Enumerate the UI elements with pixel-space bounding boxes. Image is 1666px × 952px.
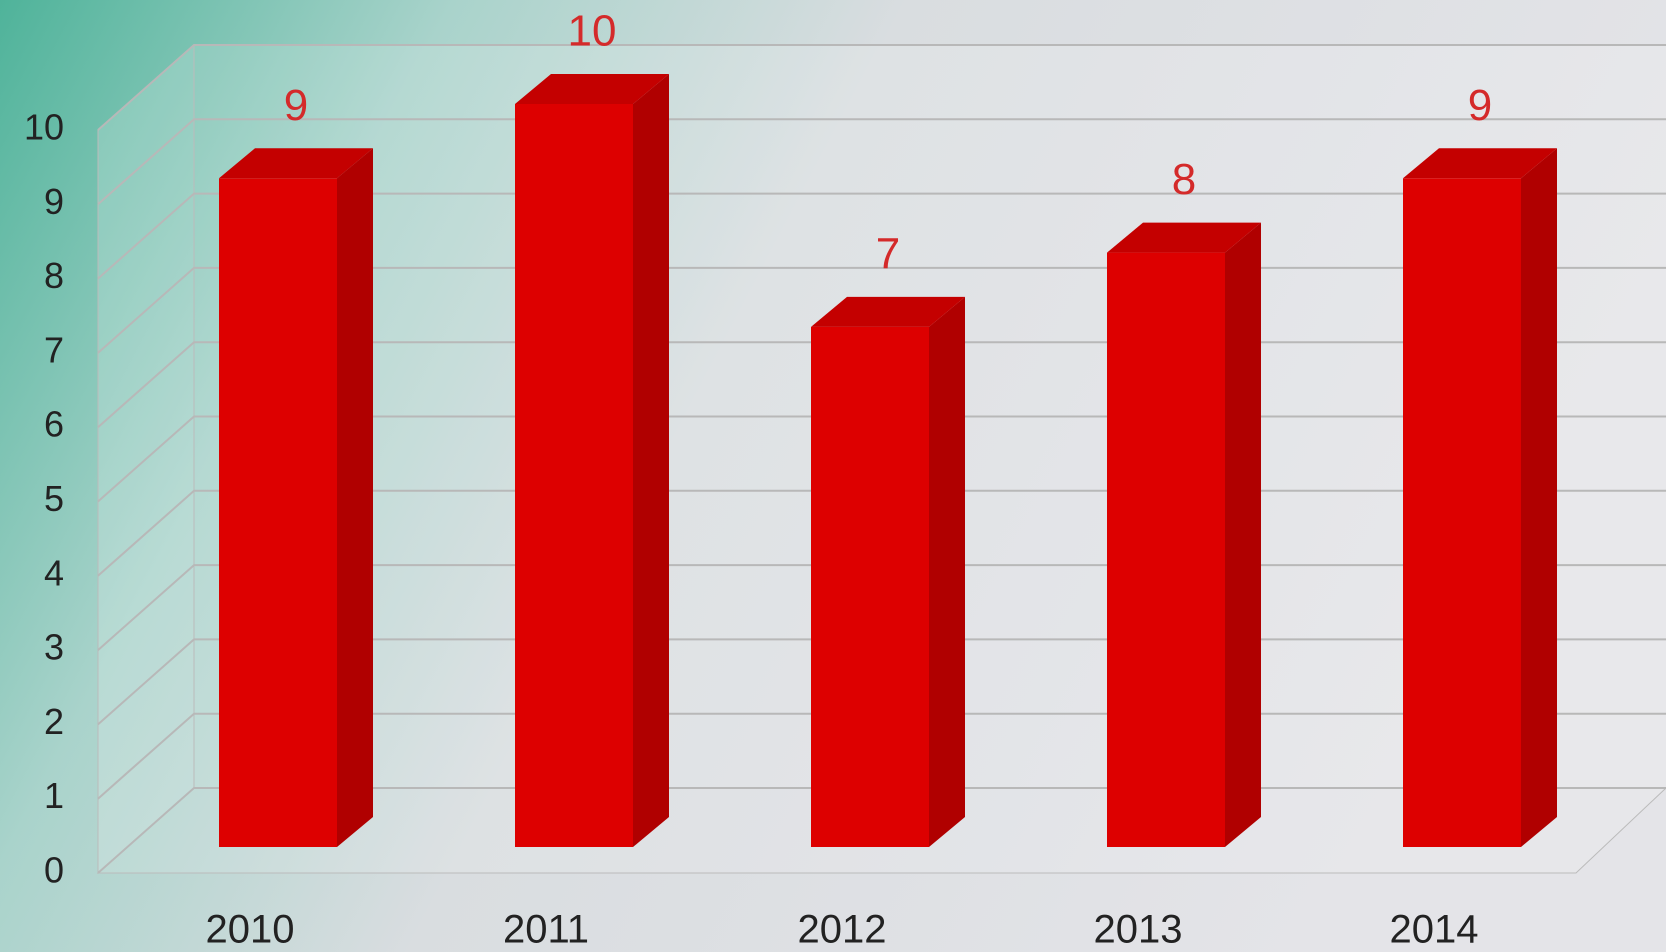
bar bbox=[811, 326, 929, 847]
bar-group bbox=[515, 74, 669, 847]
y-tick-label: 8 bbox=[44, 255, 64, 296]
value-label: 7 bbox=[876, 230, 900, 279]
plot-area: 0 1 2 3 4 5 6 7 8 9 10 2010 9 2011 10 2012 7 2013 8 2014 9 bbox=[24, 7, 1666, 952]
bar-side bbox=[1521, 148, 1557, 848]
bar-side bbox=[337, 148, 373, 848]
bar-group bbox=[1403, 148, 1557, 848]
y-tick-label: 3 bbox=[44, 627, 64, 668]
bar bbox=[1107, 252, 1225, 848]
value-label: 9 bbox=[1468, 81, 1492, 130]
x-tick-label: 2011 bbox=[503, 908, 589, 952]
x-tick-label: 2014 bbox=[1390, 908, 1479, 952]
bar bbox=[515, 104, 633, 847]
x-tick-label: 2013 bbox=[1094, 908, 1183, 952]
y-tick-label: 0 bbox=[44, 850, 64, 891]
y-tick-label: 6 bbox=[44, 404, 64, 445]
x-tick-label: 2012 bbox=[798, 908, 887, 952]
bar-top bbox=[219, 148, 373, 179]
bar-group bbox=[811, 296, 965, 847]
y-tick-label: 1 bbox=[44, 775, 64, 816]
bar-top bbox=[1107, 222, 1261, 253]
y-tick-label: 5 bbox=[44, 478, 64, 519]
x-tick-label: 2010 bbox=[206, 908, 295, 952]
y-tick-label: 9 bbox=[44, 181, 64, 222]
bar-top bbox=[811, 296, 965, 327]
bar-group bbox=[219, 148, 373, 848]
grid-line bbox=[97, 192, 1666, 280]
value-label: 8 bbox=[1172, 155, 1196, 204]
bar-side bbox=[1225, 222, 1261, 848]
grid-line bbox=[97, 118, 1666, 206]
grid-line bbox=[97, 44, 1666, 131]
bar-side bbox=[633, 74, 669, 847]
y-tick-label: 7 bbox=[44, 329, 64, 370]
bar-top bbox=[1403, 148, 1557, 179]
y-tick-label: 2 bbox=[44, 701, 64, 742]
bar-side bbox=[929, 296, 965, 847]
bar bbox=[1403, 178, 1521, 848]
bar-group bbox=[1107, 222, 1261, 848]
bar-top bbox=[515, 74, 669, 104]
bar bbox=[219, 178, 337, 848]
value-label: 9 bbox=[284, 81, 308, 130]
y-tick-label: 4 bbox=[44, 552, 64, 593]
value-label: 10 bbox=[568, 7, 617, 56]
y-tick-label: 10 bbox=[24, 107, 64, 148]
